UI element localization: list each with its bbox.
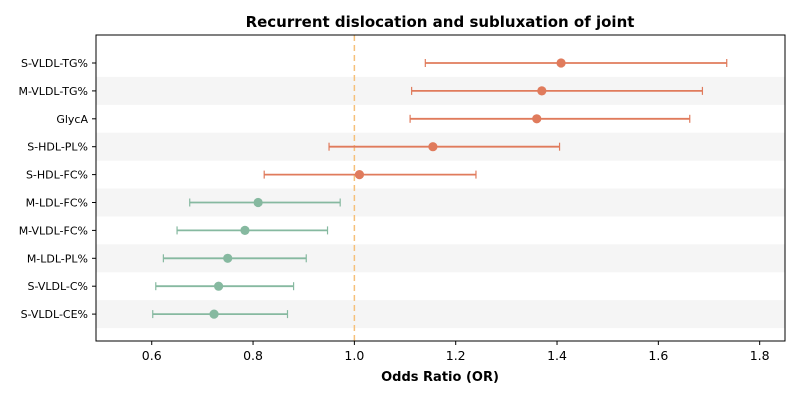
x-tick-label: 0.8 xyxy=(243,348,263,363)
y-tick-label: M-VLDL-TG% xyxy=(18,85,88,98)
y-tick-label: S-VLDL-CE% xyxy=(21,308,88,321)
or-point xyxy=(223,253,233,263)
plot-frame xyxy=(95,34,786,342)
y-tick-label: S-HDL-PL% xyxy=(27,141,88,154)
estimate-row xyxy=(409,114,691,124)
or-point xyxy=(537,86,547,96)
y-tick-label: M-VLDL-FC% xyxy=(19,224,88,237)
x-tick-label: 0.6 xyxy=(142,348,162,363)
chart-title: Recurrent dislocation and subluxation of… xyxy=(246,13,635,31)
x-tick-label: 1.0 xyxy=(344,348,364,363)
or-point xyxy=(253,197,263,208)
estimate-row xyxy=(152,309,289,319)
x-tick-label: 1.4 xyxy=(547,348,567,363)
or-point xyxy=(354,170,365,180)
y-tick-label: S-VLDL-TG% xyxy=(21,57,88,70)
or-point xyxy=(240,225,250,235)
x-tick-label: 1.6 xyxy=(648,348,668,363)
estimate-row xyxy=(162,253,307,263)
estimate-row xyxy=(189,197,341,208)
estimate-row xyxy=(424,58,728,68)
y-tick-label: S-HDL-FC% xyxy=(26,169,88,182)
estimate-row xyxy=(176,225,329,235)
estimate-row xyxy=(328,142,561,152)
estimate-row xyxy=(263,170,477,180)
estimate-row xyxy=(155,281,295,291)
x-tick-label: 1.2 xyxy=(446,348,466,363)
y-tick-label: S-VLDL-C% xyxy=(28,280,88,293)
or-point xyxy=(214,281,224,291)
x-axis-label: Odds Ratio (OR) xyxy=(381,370,499,385)
x-tick-label: 1.8 xyxy=(750,348,770,363)
y-tick-label: M-LDL-FC% xyxy=(26,197,88,210)
or-point xyxy=(428,142,438,152)
or-point xyxy=(209,309,219,319)
or-point xyxy=(532,114,542,124)
y-tick-label: GlycA xyxy=(56,113,88,126)
y-tick-label: M-LDL-PL% xyxy=(27,252,88,265)
or-point xyxy=(556,58,566,68)
estimate-row xyxy=(411,86,704,96)
